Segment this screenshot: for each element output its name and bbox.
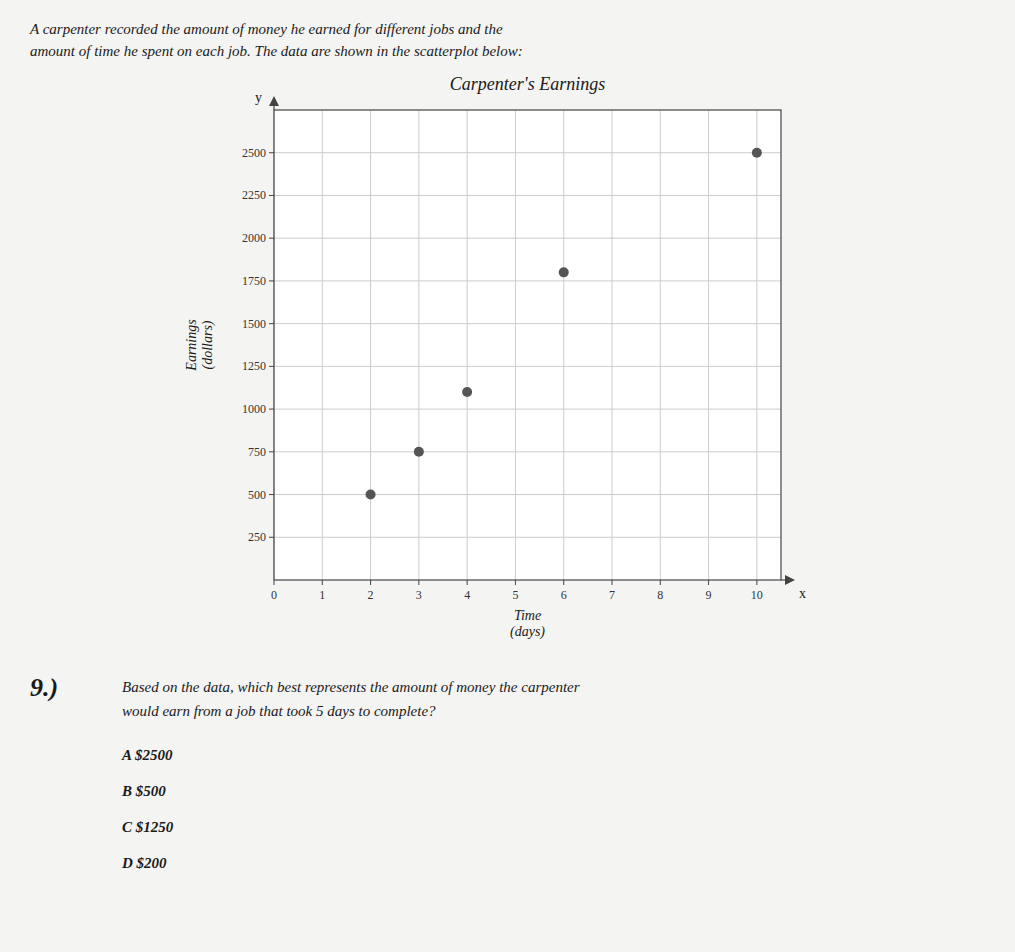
tick-label: 250 [248,530,266,544]
tick-mark [269,451,274,452]
tick-mark [563,580,564,585]
grid-line [756,110,757,580]
grid-line [274,195,781,196]
grid-line [370,110,371,580]
tick-label: 2 [368,588,374,602]
header-text: A carpenter recorded the amount of money… [29,21,503,37]
tick-label: 2250 [242,188,266,202]
grid-line [708,110,709,580]
tick-mark [612,580,613,585]
y-axis-label: Earnings(dollars) [184,319,216,372]
header-text: amount of time he spent on each job. The… [30,43,523,59]
tick-mark [269,366,274,367]
tick-label: 1250 [242,359,266,373]
point [752,148,762,158]
grid-line [274,238,781,239]
tick-label: 1750 [242,274,266,288]
grid-line [274,494,781,495]
tick-mark [708,580,709,585]
point [366,490,376,500]
grid-line [274,323,781,324]
tick-mark [269,409,274,410]
grid-line [274,537,781,538]
chart-title: Carpenter's Earnings [450,74,605,94]
grid-line [563,110,564,580]
tick-label: 750 [248,445,266,459]
tick-mark [515,580,516,585]
tick-mark [269,238,274,239]
tick-mark [418,580,419,585]
tick-mark [269,537,274,538]
tick-label: 4 [464,588,470,602]
points [366,148,762,500]
point [414,447,424,457]
tick-mark [756,580,757,585]
tick-mark [370,580,371,585]
tick-label: 1500 [242,317,266,331]
tick-mark [660,580,661,585]
grid-line [274,451,781,452]
axis-letter: y [255,90,262,105]
answer-choice: C $1250 [122,819,174,835]
grid-line [322,110,323,580]
axis-arrow [781,579,787,580]
tick-label: 3 [416,588,422,602]
tick-mark [274,580,275,585]
answer-choice: A $2500 [121,747,173,763]
tick-label: 8 [657,588,663,602]
axis-arrow [273,104,274,110]
tick-label: 6 [561,588,567,602]
tick-label: 2500 [242,146,266,160]
tick-label: 7 [609,588,615,602]
question-text: Based on the data, which best represents… [122,679,580,695]
tick-label: 2000 [242,231,266,245]
point [559,267,569,277]
tick-label: 1000 [242,402,266,416]
x-axis-label: Time(days) [510,608,545,640]
question-text: would earn from a job that took 5 days t… [122,703,436,719]
tick-mark [269,195,274,196]
grid-line [515,110,516,580]
answer-choice: D $200 [121,855,167,871]
grid-line [274,366,781,367]
answer-choice: B $500 [121,783,166,799]
tick-label: 1 [319,588,325,602]
grid-line [274,409,781,410]
tick-label: 0 [271,588,277,602]
tick-mark [269,152,274,153]
tick-label: 5 [512,588,518,602]
tick-mark [269,280,274,281]
plot-frame [274,110,781,580]
axis-letter: x [799,586,806,601]
tick-mark [269,323,274,324]
grid-line [467,110,468,580]
plot-background [274,110,781,580]
tick-label: 500 [248,488,266,502]
page: A carpenter recorded the amount of money… [0,0,1015,952]
grid-line [274,152,781,153]
grid-line [660,110,661,580]
grid-line [274,280,781,281]
tick-label: 9 [706,588,712,602]
question-number: 9.) [30,673,58,702]
point [462,387,472,397]
tick-mark [467,580,468,585]
tick-mark [322,580,323,585]
grid-line [612,110,613,580]
tick-label: 10 [751,588,763,602]
tick-mark [269,494,274,495]
grid-line [418,110,419,580]
